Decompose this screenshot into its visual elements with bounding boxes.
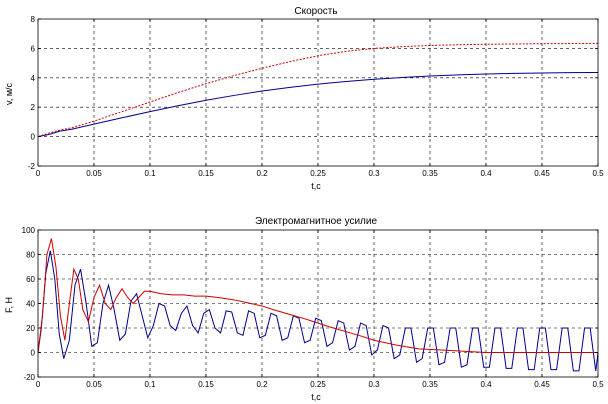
y-tick-label: 8 (31, 15, 36, 24)
force-chart: Электромагнитное усилие t,c F, H 0 0.05 0.… (4, 216, 604, 402)
y-tick-label: 2 (31, 103, 36, 112)
x-tick-label: 0.3 (368, 169, 380, 178)
speed-chart: Скорость t,c v, м/с 0 0.05 0.1 0.15 0.2 0.25 0… (4, 6, 604, 191)
force-chart-xlabel: t,c (311, 392, 321, 402)
x-tick-label: 0.2 (256, 169, 268, 178)
y-tick-label: 40 (26, 300, 35, 309)
x-tick-label: 0.5 (592, 169, 604, 178)
x-tick-label: 0.25 (310, 380, 326, 389)
x-tick-label: 0.4 (480, 380, 492, 389)
y-tick-label: 80 (26, 251, 35, 260)
x-tick-label: 0.15 (198, 169, 214, 178)
x-tick-label: 0.3 (368, 380, 380, 389)
series-line-1 (37, 238, 598, 353)
force-chart-title: Электромагнитное усилие (255, 216, 378, 227)
x-tick-label: 0 (36, 169, 41, 178)
x-tick-label: 0.05 (86, 169, 102, 178)
x-tick-label: 0.15 (198, 380, 214, 389)
y-tick-label: -2 (28, 162, 36, 171)
y-tick-label: 6 (31, 44, 36, 53)
x-tick-label: 0 (36, 380, 41, 389)
y-tick-label: -20 (23, 373, 35, 382)
speed-chart-title: Скорость (294, 6, 337, 17)
series-line-0 (37, 72, 599, 138)
x-tick-label: 0.2 (256, 380, 268, 389)
x-tick-label: 0.1 (144, 380, 156, 389)
x-tick-label: 0.4 (480, 169, 492, 178)
series-line-1 (37, 42, 599, 138)
x-tick-label: 0.35 (422, 380, 438, 389)
y-tick-label: 0 (31, 133, 36, 142)
x-tick-label: 0.1 (144, 169, 156, 178)
x-tick-label: 0.45 (534, 380, 550, 389)
speed-chart-ylabel: v, м/с (4, 82, 14, 105)
y-tick-label: 60 (26, 275, 35, 284)
x-tick-label: 0.25 (310, 169, 326, 178)
y-tick-label: 4 (31, 74, 36, 83)
x-tick-label: 0.35 (422, 169, 438, 178)
x-tick-label: 0.5 (592, 380, 604, 389)
speed-chart-xlabel: t,c (311, 181, 321, 191)
x-tick-label: 0.45 (534, 169, 550, 178)
force-chart-ylabel: F, H (4, 297, 14, 313)
series-line-0 (37, 250, 599, 372)
y-tick-label: 100 (22, 226, 36, 235)
y-tick-label: 0 (31, 349, 36, 358)
x-tick-label: 0.05 (86, 380, 102, 389)
y-tick-label: 20 (26, 324, 35, 333)
